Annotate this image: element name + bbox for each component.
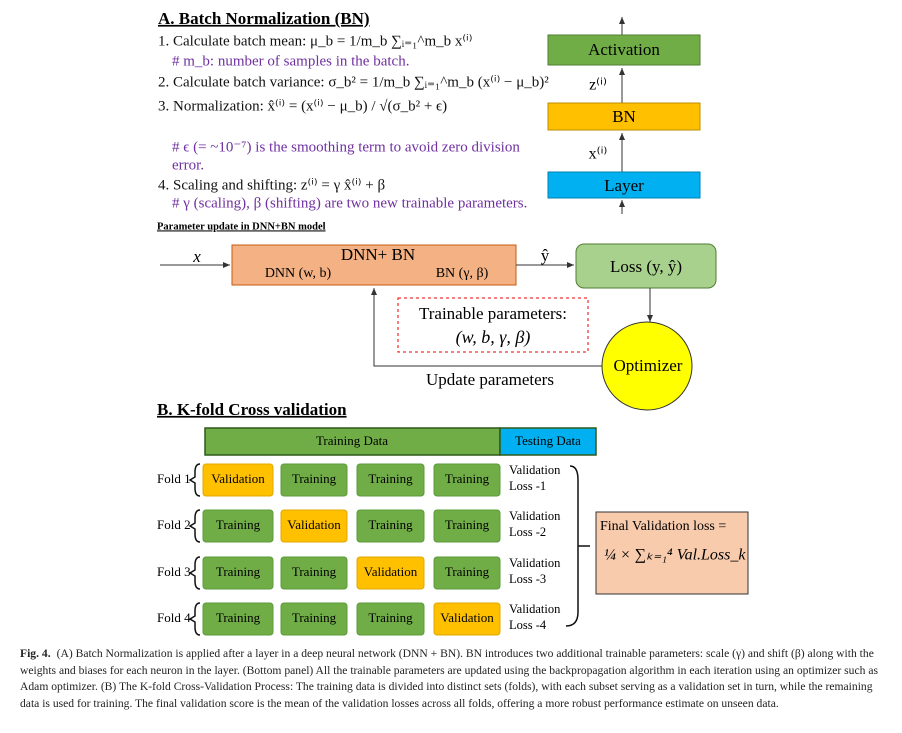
fold-cell: [433, 602, 501, 636]
fold-label: Fold 2: [157, 517, 191, 532]
step-line: 2. Calculate batch variance: σ_b² = 1/m_…: [158, 74, 549, 90]
cell-label: Validation: [440, 610, 494, 625]
fold-cell: [280, 602, 348, 636]
cell-label: Training: [368, 471, 413, 486]
caption-text: (A) Batch Normalization is applied after…: [20, 647, 878, 710]
cell-label: Training: [216, 517, 261, 532]
fold-cell: [202, 602, 274, 636]
figure: A. Batch Normalization (BN) 1. Calculate …: [157, 9, 749, 636]
bn-box: [547, 102, 701, 131]
section-title: B. K-fold Cross validation: [157, 400, 347, 419]
model-label: DNN+ BN: [341, 245, 415, 264]
cell-label: Training: [368, 610, 413, 625]
final-box: [595, 511, 749, 595]
step-line: 1. Calculate batch mean: μ_b = 1/m_b ∑ᵢ₌…: [158, 33, 472, 49]
loss-line: Validation: [509, 463, 561, 477]
fold-cell: [356, 556, 425, 590]
fold-cell: [356, 602, 425, 636]
trainable-params: (w, b, γ, β): [456, 327, 531, 348]
input-label: x: [192, 247, 201, 266]
cell-label: Validation: [364, 564, 418, 579]
final-title: Final Validation loss =: [600, 519, 726, 534]
x-label: x⁽ⁱ⁾: [589, 146, 608, 163]
loss-line: Validation: [509, 509, 561, 523]
fold-brace: [188, 602, 201, 636]
fold-brace: [188, 463, 201, 497]
fold-cell: [280, 463, 348, 497]
trainable-box: [397, 297, 589, 353]
fold-cell: [356, 509, 425, 543]
note-line: # m_b: number of samples in the batch.: [172, 53, 409, 69]
trainable-title: Trainable parameters:: [419, 304, 567, 323]
cell-label: Validation: [287, 517, 341, 532]
fold-label: Fold 4: [157, 610, 191, 625]
fold-cell: [433, 509, 501, 543]
caption: Fig. 4. (A) Batch Normalization is applie…: [20, 646, 882, 712]
note-line: error.: [172, 157, 204, 173]
loss-line: Loss -2: [509, 525, 546, 539]
cell-label: Training: [216, 610, 261, 625]
fold-cell: [202, 509, 274, 543]
layer-box: [547, 171, 701, 199]
cell-label: Training: [292, 610, 337, 625]
bn-param-label: BN (γ, β): [436, 266, 489, 281]
fold-cell: [202, 556, 274, 590]
note-line: # ϵ (= ~10⁻⁷) is the smoothing term to a…: [172, 139, 520, 155]
loss-label: Loss (y, ŷ): [610, 257, 682, 276]
final-formula: ¼ × ∑ₖ₌₁⁴ Val.Loss_k: [604, 547, 746, 564]
bracket: [565, 465, 590, 627]
cell-label: Validation: [211, 471, 265, 486]
fold-label: Fold 1: [157, 471, 191, 486]
shapes: [160, 17, 749, 627]
model-box: [231, 244, 517, 286]
fold-cell: [433, 556, 501, 590]
loss-line: Loss -4: [509, 618, 547, 632]
layer-label: Layer: [604, 176, 644, 195]
cell-label: Training: [445, 471, 490, 486]
fold-cell: [356, 463, 425, 497]
fold-brace: [188, 509, 201, 543]
step-line: 3. Normalization: x̂⁽ⁱ⁾ = (x⁽ⁱ⁾ − μ_b) /…: [158, 98, 447, 114]
cell-label: Training: [445, 517, 490, 532]
header-label: Training Data: [316, 433, 388, 448]
section-title: A. Batch Normalization (BN): [158, 9, 370, 28]
cell-label: Training: [368, 517, 413, 532]
update-label: Update parameters: [426, 370, 554, 389]
loss-box: [575, 243, 717, 289]
training-header: [204, 427, 501, 456]
step-line: 4. Scaling and shifting: z⁽ⁱ⁾ = γ x̂⁽ⁱ⁾ …: [158, 177, 385, 193]
testing-header: [499, 427, 597, 456]
fold-brace: [188, 556, 201, 590]
z-label: z⁽ⁱ⁾: [589, 77, 607, 94]
loss-line: Loss -3: [509, 572, 546, 586]
activation-label: Activation: [588, 40, 660, 59]
bn-label: BN: [612, 107, 636, 126]
cell-label: Training: [292, 564, 337, 579]
fold-label: Fold 3: [157, 564, 191, 579]
note-line: # γ (scaling), β (shifting) are two new …: [172, 195, 527, 211]
dnn-label: DNN (w, b): [265, 266, 332, 281]
loss-line: Validation: [509, 556, 561, 570]
cell-label: Training: [216, 564, 261, 579]
output-label: ŷ: [541, 246, 550, 265]
optimizer-label: Optimizer: [614, 356, 683, 375]
fold-cell: [280, 556, 348, 590]
caption-label: Fig. 4.: [20, 647, 51, 660]
cell-label: Training: [445, 564, 490, 579]
arrow: [371, 288, 602, 367]
fold-cell: [202, 463, 274, 497]
fold-cell: [280, 509, 348, 543]
fold-cell: [433, 463, 501, 497]
cell-label: Training: [292, 471, 337, 486]
loss-line: Loss -1: [509, 479, 546, 493]
subtitle: Parameter update in DNN+BN model: [157, 221, 326, 232]
activation-box: [547, 34, 701, 66]
loss-line: Validation: [509, 602, 561, 616]
header-label: Testing Data: [515, 433, 581, 448]
